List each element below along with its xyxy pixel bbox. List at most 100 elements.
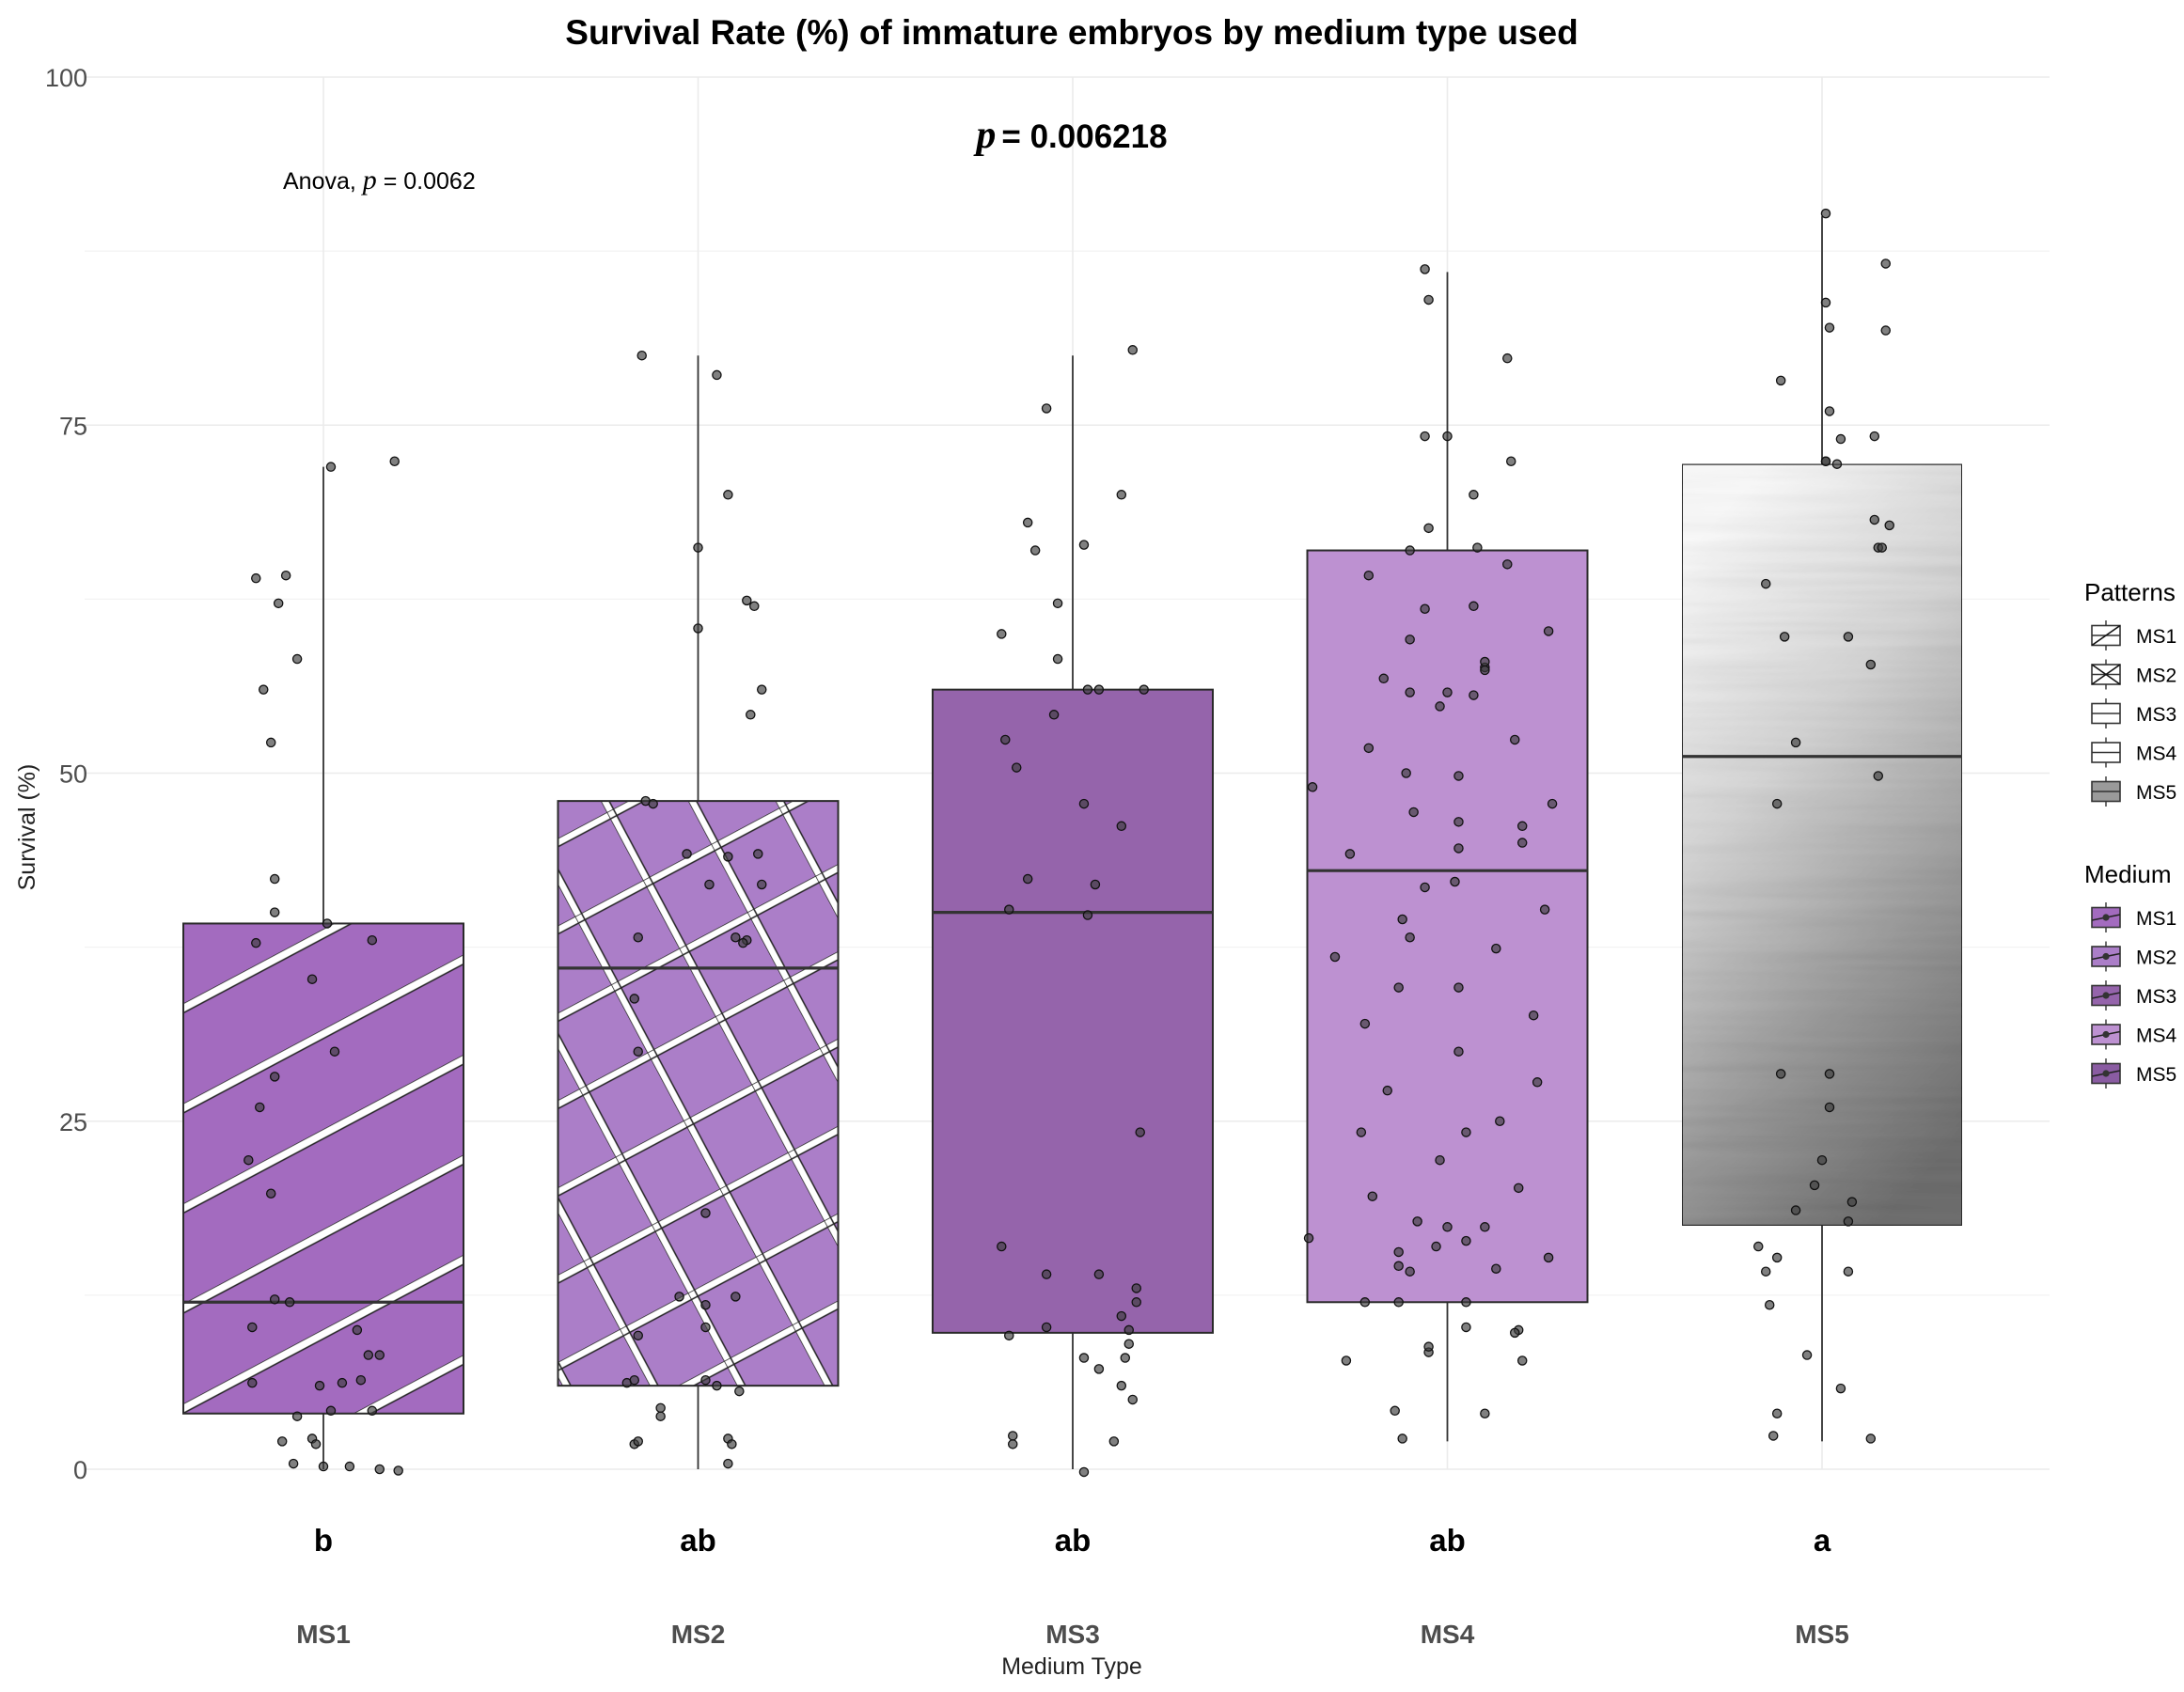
data-point-MS3: [1007, 1431, 1018, 1441]
data-point-MS5: [1764, 1299, 1775, 1310]
data-point-MS4: [1469, 490, 1479, 500]
data-point-MS3: [1052, 653, 1063, 665]
data-point-MS2: [731, 932, 741, 943]
data-point-MS3: [1093, 1364, 1105, 1374]
data-point-MS1: [310, 1439, 322, 1449]
data-point-MS1: [251, 572, 261, 584]
legend-medium-label-MS5: MS5: [2136, 1064, 2176, 1086]
legend-medium-title: Medium: [2084, 860, 2171, 888]
data-point-MS2: [700, 1299, 711, 1310]
data-point-MS4: [1393, 1246, 1404, 1258]
data-point-MS4: [1431, 1241, 1441, 1252]
legend-key-hatch-cross: [2091, 664, 2121, 685]
data-point-MS1: [363, 1350, 374, 1360]
data-point-MS5: [1846, 1197, 1858, 1207]
data-point-MS4: [1505, 456, 1516, 467]
letter-MS1: b: [314, 1523, 333, 1558]
data-point-MS4: [1547, 798, 1558, 809]
data-point-MS1: [255, 1102, 265, 1113]
data-point-MS3: [997, 1241, 1007, 1252]
data-point-MS4: [1356, 1127, 1367, 1137]
data-point-MS1: [251, 937, 261, 948]
data-point-MS5: [1820, 456, 1831, 467]
legend-key-point: [2102, 1070, 2110, 1077]
legend-medium-label-MS4: MS4: [2136, 1026, 2177, 1047]
data-point-MS4: [1423, 1341, 1434, 1352]
data-point-MS3: [1052, 598, 1063, 609]
data-point-MS5: [1869, 514, 1880, 525]
data-point-MS5: [1775, 375, 1786, 386]
data-point-MS1: [367, 934, 378, 946]
x-tick-label-MS1: MS1: [296, 1620, 351, 1649]
legend-pattern-label-MS3: MS3: [2136, 704, 2176, 726]
data-point-MS4: [1469, 601, 1479, 612]
data-point-MS4: [1532, 1077, 1543, 1088]
data-point-MS2: [753, 849, 763, 859]
data-point-MS4: [1412, 1216, 1422, 1227]
data-point-MS2: [723, 1458, 733, 1469]
data-point-MS4: [1303, 1232, 1314, 1244]
data-point-MS3: [1007, 1439, 1018, 1449]
legend-pattern-label-MS4: MS4: [2136, 744, 2177, 765]
box-MS3: [932, 688, 1214, 1334]
data-point-MS5: [1771, 798, 1783, 809]
data-point-MS4: [1453, 843, 1464, 854]
data-point-MS3: [1131, 1283, 1141, 1293]
legend-pattern-label-MS5: MS5: [2136, 782, 2176, 804]
data-point-MS4: [1363, 743, 1375, 754]
y-tick-label: 0: [73, 1456, 87, 1484]
data-point-MS5: [1877, 542, 1888, 553]
anova-p-symbol: p: [361, 164, 377, 196]
data-point-MS4: [1405, 932, 1415, 943]
data-point-MS5: [1873, 771, 1884, 781]
data-point-MS5: [1865, 1434, 1877, 1444]
data-point-MS3: [1082, 910, 1093, 920]
data-point-MS1: [314, 1380, 325, 1391]
data-point-MS4: [1341, 1355, 1352, 1366]
data-point-MS5: [1869, 431, 1880, 442]
data-point-MS4: [1461, 1322, 1471, 1333]
data-point-MS2: [655, 1411, 666, 1421]
box-MS1: [182, 922, 464, 1415]
legend-medium-label-MS2: MS2: [2136, 948, 2176, 969]
data-point-MS4: [1393, 982, 1404, 993]
p-value: = 0.006218: [1001, 118, 1167, 155]
x-tick-label-MS4: MS4: [1421, 1620, 1475, 1649]
data-point-MS4: [1543, 626, 1554, 636]
data-point-MS2: [629, 1374, 640, 1386]
data-point-MS4: [1453, 817, 1464, 827]
data-point-MS3: [1093, 1269, 1105, 1279]
data-point-MS2: [731, 1292, 741, 1302]
data-point-MS5: [1820, 297, 1831, 308]
data-point-MS3: [1116, 821, 1127, 832]
legend-medium-key-MS4: [2091, 1019, 2121, 1050]
chart-title: Survival Rate (%) of immature embryos by…: [565, 13, 1578, 52]
data-point-MS2: [633, 1436, 643, 1447]
data-point-MS5: [1865, 659, 1877, 670]
legend-medium-label-MS1: MS1: [2136, 908, 2176, 930]
y-axis-title: Survival (%): [14, 764, 40, 891]
data-point-MS3: [1120, 1353, 1131, 1363]
data-point-MS3: [1078, 540, 1090, 550]
data-point-MS2: [704, 879, 715, 890]
legend-pattern-key-MS2: [2091, 659, 2121, 690]
legend-key-point: [2102, 1030, 2110, 1039]
data-point-MS3: [1004, 904, 1014, 915]
data-point-MS4: [1420, 431, 1430, 442]
data-point-MS3: [1041, 403, 1052, 414]
letter-MS4: ab: [1429, 1523, 1466, 1558]
data-point-MS3: [1123, 1324, 1135, 1336]
data-point-MS2: [727, 1439, 737, 1449]
data-point-MS4: [1307, 782, 1318, 792]
data-point-MS1: [269, 907, 280, 917]
data-point-MS3: [1127, 345, 1139, 355]
data-point-MS4: [1539, 904, 1550, 915]
data-point-MS5: [1824, 1102, 1835, 1113]
letter-MS2: ab: [680, 1523, 716, 1558]
data-point-MS1: [269, 1294, 280, 1305]
data-point-MS3: [1139, 684, 1149, 695]
data-point-MS3: [1078, 1353, 1090, 1363]
data-point-MS4: [1495, 1116, 1505, 1127]
x-tick-label-MS2: MS2: [671, 1620, 726, 1649]
